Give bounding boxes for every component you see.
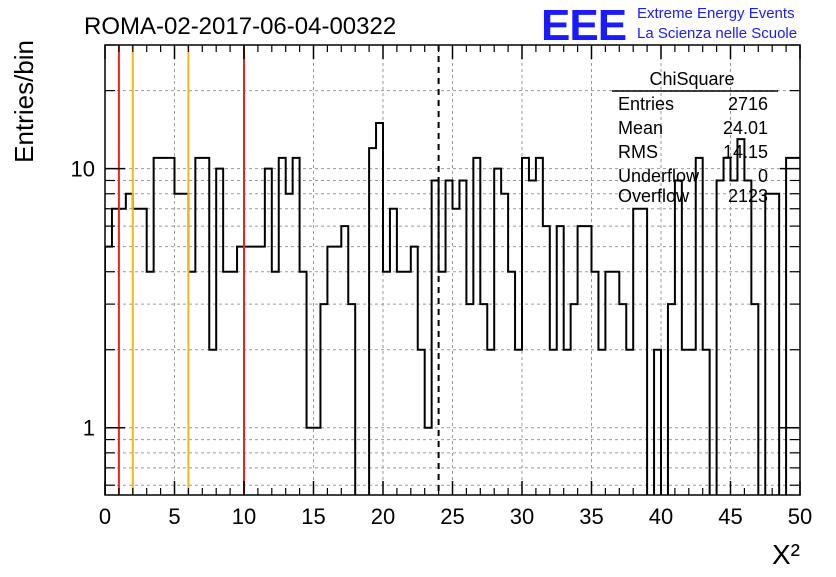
eee-logo: EEE Extreme Energy Events La Scienza nel… bbox=[541, 1, 797, 50]
stats-label-entries: Entries bbox=[618, 94, 674, 114]
stats-label-underflow: Underflow bbox=[618, 166, 700, 186]
x-tick-label: 15 bbox=[301, 504, 325, 529]
x-tick-label: 30 bbox=[510, 504, 534, 529]
stats-box: ChiSquare Entries 2716 Mean 24.01 RMS 14… bbox=[612, 69, 778, 206]
stats-label-rms: RMS bbox=[618, 142, 658, 162]
x-tick-label: 35 bbox=[579, 504, 603, 529]
x-tick-label: 5 bbox=[168, 504, 180, 529]
x-tick-label: 25 bbox=[440, 504, 464, 529]
x-tick-label: 10 bbox=[232, 504, 256, 529]
y-axis-label: Entries/bin bbox=[9, 40, 39, 163]
stats-value-overflow: 2123 bbox=[728, 186, 768, 206]
logo-mark: EEE bbox=[541, 1, 626, 50]
logo-line2: La Scienza nelle Scuole bbox=[637, 25, 797, 42]
stats-value-rms: 14.15 bbox=[723, 142, 768, 162]
stats-value-underflow: 0 bbox=[758, 166, 768, 186]
stats-value-entries: 2716 bbox=[728, 94, 768, 114]
chart-title: ROMA-02-2017-06-04-00322 bbox=[84, 13, 396, 40]
plot-frame bbox=[104, 44, 801, 496]
x-tick-label: 45 bbox=[718, 504, 742, 529]
stats-label-overflow: Overflow bbox=[618, 186, 690, 206]
x-tick-label: 20 bbox=[371, 504, 395, 529]
y-tick-label: 1 bbox=[83, 416, 95, 441]
x-tick-label: 50 bbox=[788, 504, 812, 529]
stats-value-mean: 24.01 bbox=[723, 118, 768, 138]
histogram-series bbox=[105, 121, 800, 495]
marker-lines bbox=[117, 45, 440, 495]
stats-title: ChiSquare bbox=[649, 69, 734, 89]
axis-ticks: 0 5 10 15 20 25 30 35 40 45 50 1 10 bbox=[71, 44, 812, 529]
y-tick-label: 10 bbox=[71, 157, 95, 182]
stats-label-mean: Mean bbox=[618, 118, 663, 138]
x-tick-label: 40 bbox=[649, 504, 673, 529]
x-axis-label: X² bbox=[772, 539, 800, 570]
logo-line1: Extreme Energy Events bbox=[637, 5, 795, 22]
x-tick-label: 0 bbox=[99, 504, 111, 529]
